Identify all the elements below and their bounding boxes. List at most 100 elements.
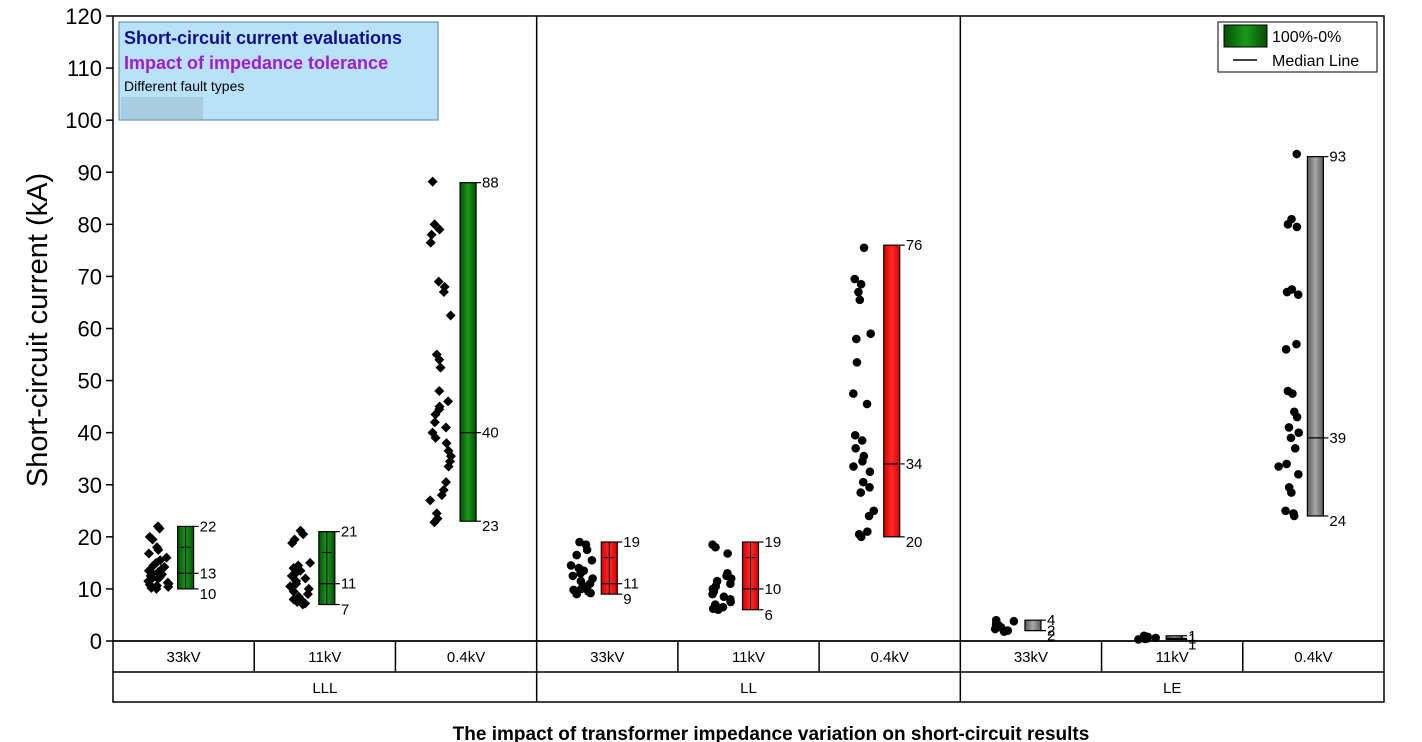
data-point: [586, 588, 595, 598]
data-point: [858, 457, 867, 466]
range-box: [459, 182, 477, 522]
data-point: [575, 537, 584, 547]
min-value-label: 23: [482, 518, 499, 535]
category-label: 0.4kV: [1294, 649, 1332, 666]
data-point: [298, 529, 309, 540]
y-tick-label: 110: [67, 56, 102, 81]
range-box: [1306, 156, 1324, 517]
data-point: [572, 550, 582, 560]
max-value-label: 21: [341, 524, 358, 541]
data-point: [435, 362, 446, 373]
range-box: [1165, 635, 1183, 641]
data-point: [288, 586, 299, 597]
data-point: [713, 605, 723, 615]
data-point: [429, 417, 440, 428]
data-point: [850, 274, 860, 284]
data-point: [1282, 459, 1291, 469]
data-point: [1292, 149, 1302, 159]
data-point: [153, 544, 164, 555]
data-point: [862, 399, 872, 409]
data-point: [852, 334, 861, 344]
legend-range-swatch: [1223, 24, 1268, 48]
max-value-label: 88: [482, 175, 499, 192]
info-box: Short-circuit current evaluations Impact…: [118, 21, 439, 121]
max-value-label: 1: [1188, 628, 1196, 645]
data-point: [425, 495, 436, 506]
data-point: [434, 354, 445, 365]
y-tick-label: 20: [78, 525, 102, 550]
info-line-3: Different fault types: [124, 78, 244, 94]
data-point: [858, 477, 868, 487]
data-point: [726, 597, 735, 607]
data-point: [143, 548, 154, 559]
data-point: [438, 287, 449, 298]
min-value-label: 7: [341, 602, 349, 619]
median-value-label: 1: [1188, 630, 1196, 647]
max-value-label: 76: [906, 237, 923, 254]
data-point: [305, 557, 316, 568]
data-point: [425, 237, 436, 248]
data-point: [430, 409, 441, 420]
data-point: [147, 534, 158, 545]
data-point: [582, 545, 592, 555]
category-label: 33kV: [1014, 649, 1048, 666]
y-tick-label: 10: [78, 577, 102, 602]
range-box: [1024, 619, 1042, 632]
category-label: 0.4kV: [447, 649, 485, 666]
data-point: [1274, 462, 1283, 471]
data-point: [154, 523, 165, 534]
y-tick-label: 90: [78, 160, 102, 185]
data-point: [708, 589, 717, 599]
group-label: LLL: [312, 680, 337, 697]
data-point: [864, 511, 874, 521]
data-point: [572, 589, 581, 599]
data-point: [1288, 389, 1297, 398]
data-point: [723, 549, 732, 558]
data-point: [433, 276, 444, 287]
data-point: [856, 488, 866, 497]
data-point: [434, 224, 445, 235]
y-tick-label: 70: [78, 264, 102, 289]
data-point: [1292, 412, 1302, 422]
data-point: [568, 571, 578, 581]
data-point: [430, 432, 441, 443]
data-point: [1282, 287, 1292, 297]
plot-area: 0102030405060708090100110120LLL33kV22131…: [65, 4, 1385, 703]
data-point: [434, 386, 445, 396]
data-point: [441, 477, 452, 488]
min-value-label: 20: [906, 534, 923, 551]
data-point: [852, 358, 862, 367]
data-point: [851, 443, 861, 453]
data-point: [576, 568, 585, 578]
legend-median-label: Median Line: [1272, 53, 1359, 70]
data-point: [1294, 470, 1303, 479]
data-point: [865, 483, 874, 492]
data-point: [426, 229, 437, 240]
data-point: [1292, 222, 1302, 232]
min-value-label: 10: [200, 586, 217, 603]
data-point: [429, 219, 440, 230]
category-label: 0.4kV: [871, 649, 909, 666]
data-point: [711, 542, 720, 552]
data-point: [445, 310, 456, 321]
data-point: [1286, 433, 1296, 443]
y-tick-label: 40: [78, 421, 102, 446]
data-point: [1140, 634, 1150, 644]
group-label: LL: [740, 680, 757, 697]
category-label: 33kV: [167, 649, 201, 666]
median-value-label: 34: [906, 456, 923, 473]
median-value-label: 39: [1329, 430, 1346, 447]
data-point: [1009, 616, 1019, 626]
data-point: [854, 287, 863, 297]
data-point: [152, 573, 163, 584]
data-point: [1294, 428, 1304, 437]
data-point: [427, 176, 438, 187]
info-line-2: Impact of impedance tolerance: [124, 53, 388, 73]
data-point: [859, 243, 869, 253]
group-label: LE: [1163, 680, 1181, 697]
data-point: [856, 279, 866, 289]
data-point: [441, 438, 452, 449]
data-point: [866, 329, 875, 339]
data-point: [849, 389, 858, 398]
